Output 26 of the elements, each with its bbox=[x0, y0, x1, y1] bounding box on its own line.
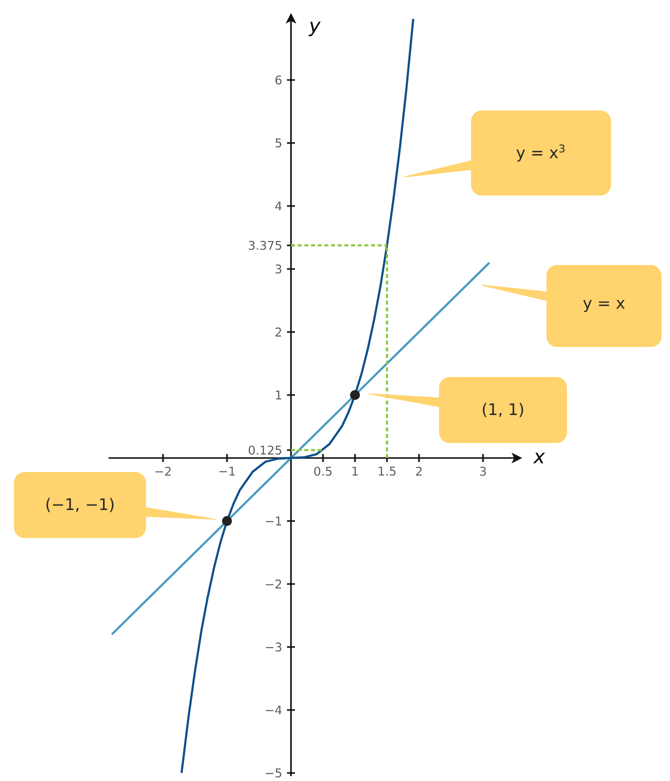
annotation: (1, 1) bbox=[482, 402, 524, 418]
y-tick-label: −5 bbox=[266, 768, 282, 778]
x-tick-label: 3 bbox=[480, 466, 486, 476]
x-tick-label: 2 bbox=[416, 466, 422, 476]
y-tick-label: 3.375 bbox=[248, 240, 282, 250]
y-tick-label: 5 bbox=[276, 138, 282, 148]
y-tick-label: −2 bbox=[266, 580, 282, 588]
annotation: (−1, −1) bbox=[46, 498, 114, 512]
x-tick-label: −1 bbox=[219, 466, 235, 476]
y-tick-label: 1 bbox=[276, 390, 282, 400]
y-tick-label: 3 bbox=[276, 264, 282, 274]
y-tick-label: −1 bbox=[266, 516, 282, 526]
x-tick-label: 1 bbox=[352, 466, 358, 476]
y-tick-label: −4 bbox=[266, 706, 282, 714]
y-axis-title: y bbox=[308, 22, 321, 36]
x-tick-label: 1.5 bbox=[378, 466, 396, 476]
x-tick-label: 0.5 bbox=[314, 466, 332, 476]
y-tick-label: 6 bbox=[275, 75, 282, 85]
y-tick-label: 2 bbox=[276, 328, 282, 336]
y-tick-label: −3 bbox=[266, 642, 282, 652]
y-tick-label: 0.125 bbox=[248, 446, 282, 455]
annotation: y = x$^{3}$ bbox=[516, 144, 564, 162]
text: y = x bbox=[583, 300, 625, 312]
x-axis-title: x bbox=[533, 452, 546, 464]
y-tick-label: 4 bbox=[275, 202, 282, 210]
x-tick-label: −2 bbox=[155, 466, 171, 476]
